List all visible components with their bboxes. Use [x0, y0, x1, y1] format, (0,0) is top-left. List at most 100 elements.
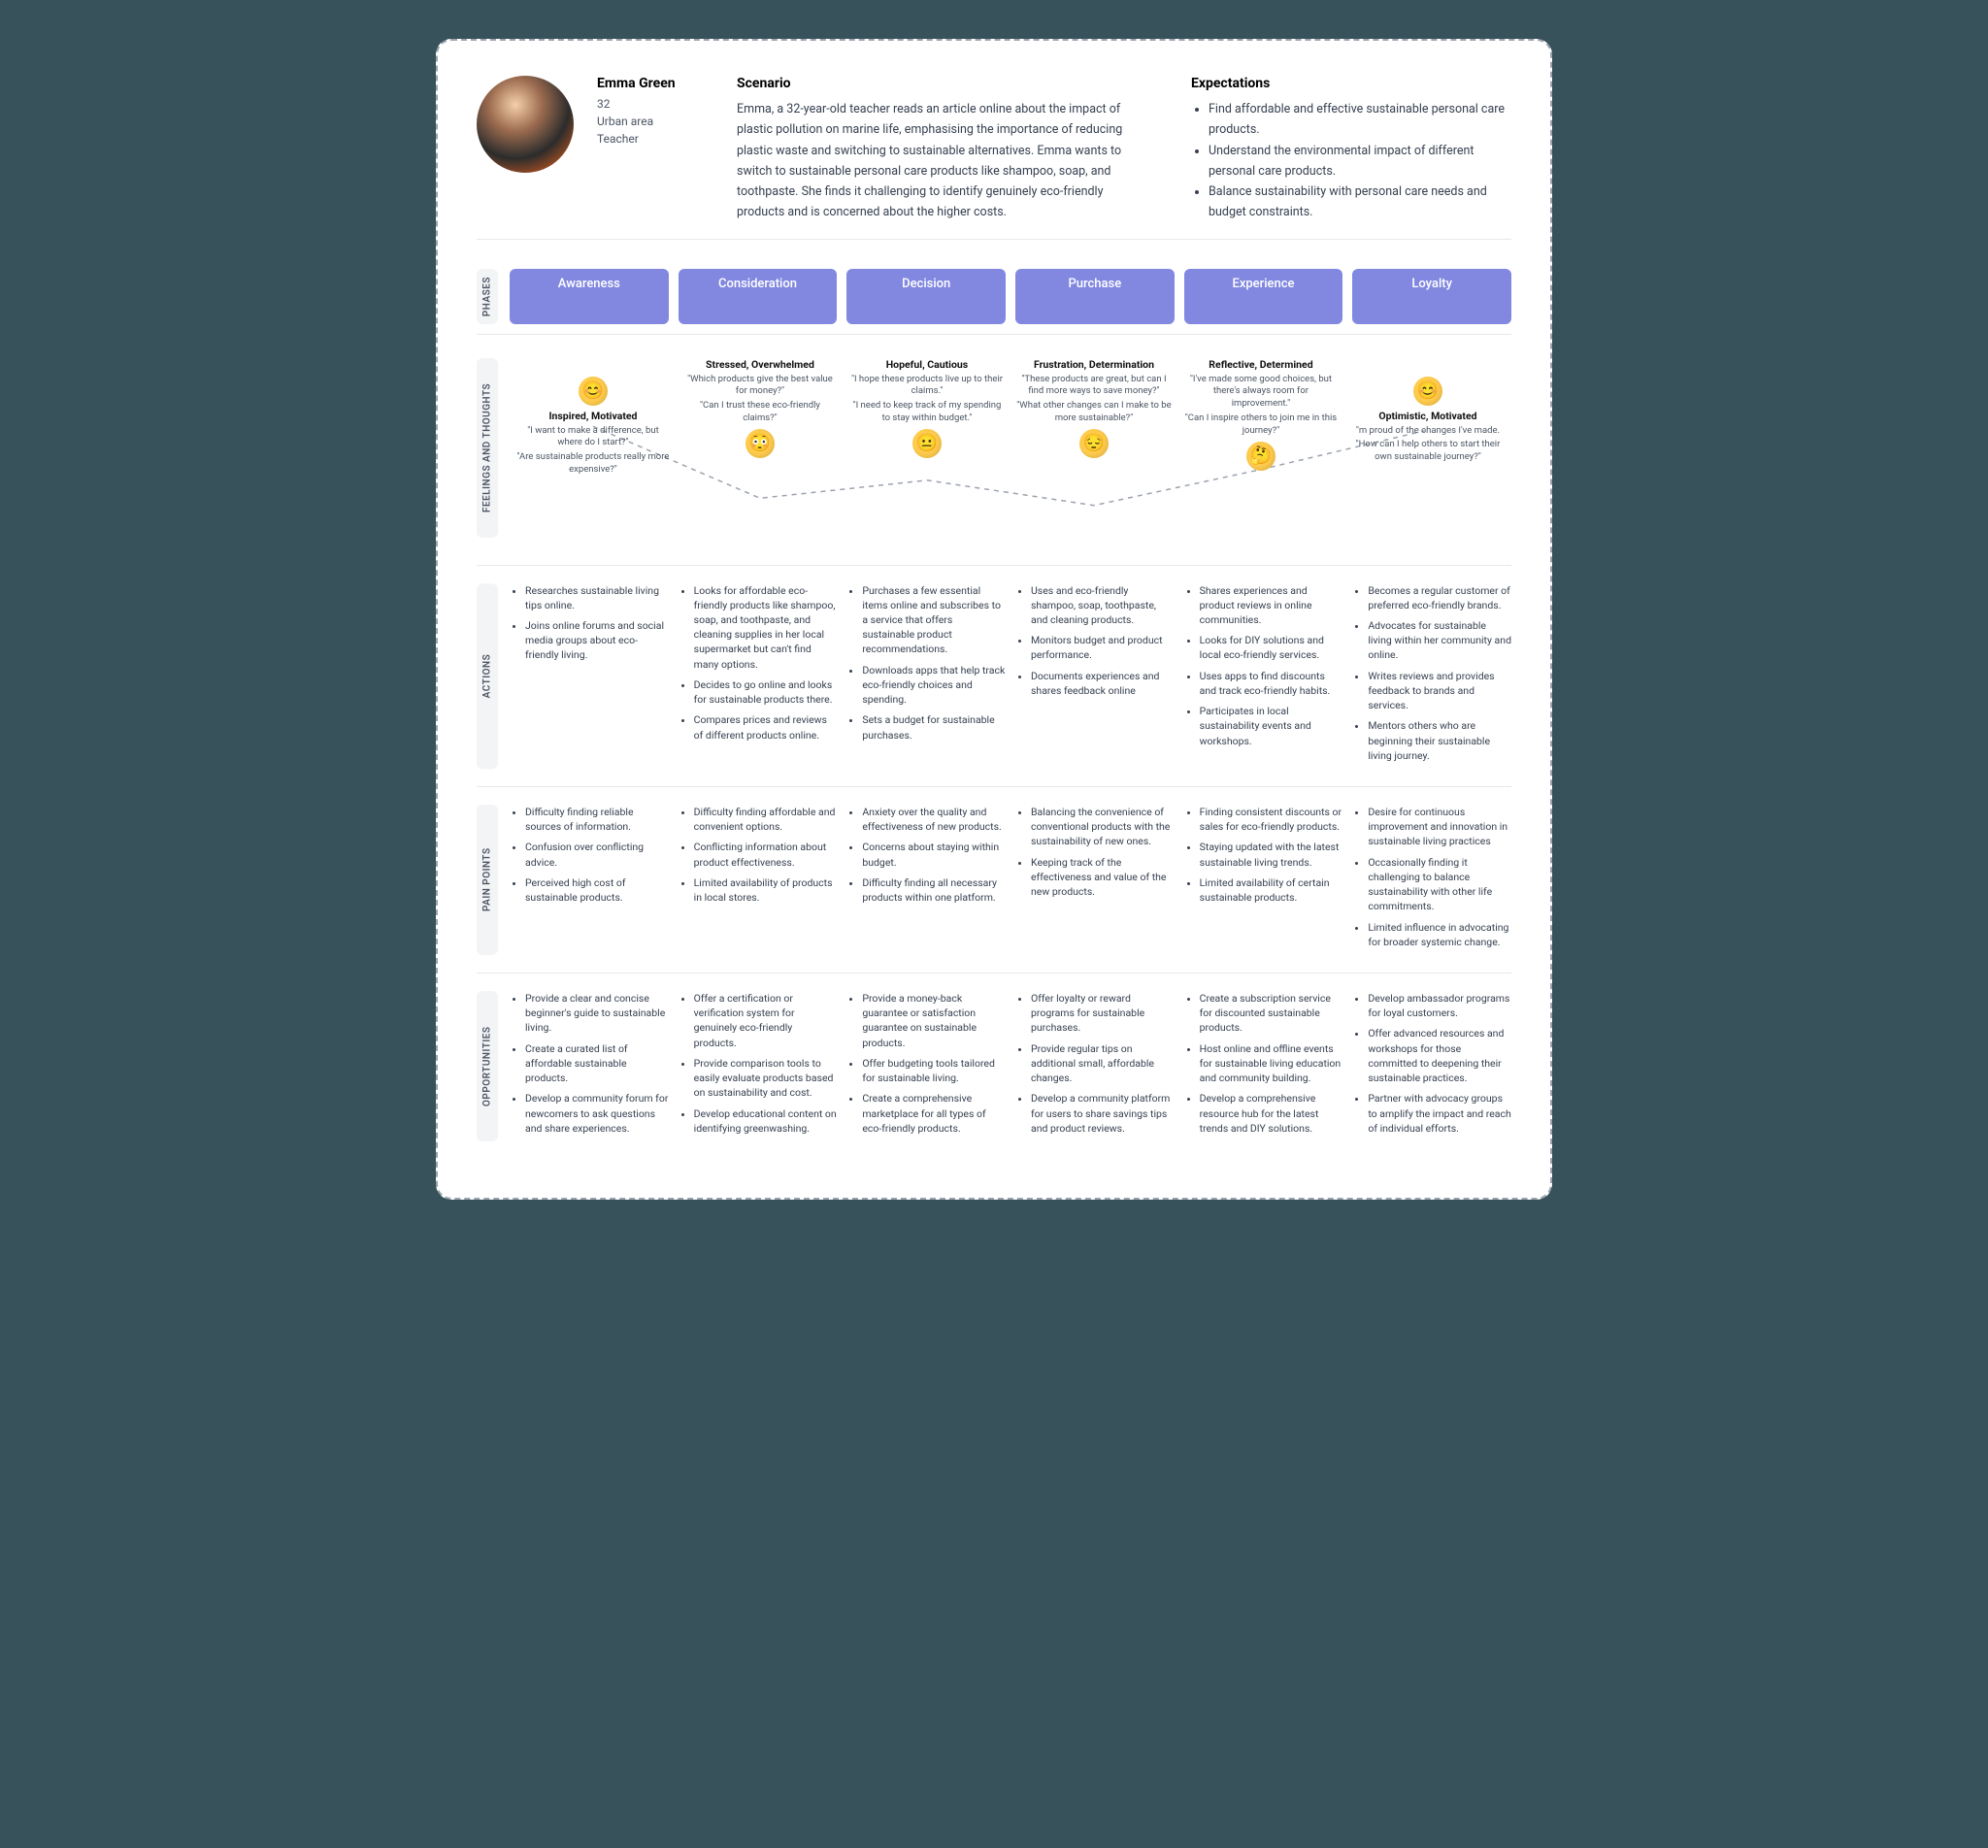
list-item: Keeping track of the effectiveness and v…: [1031, 855, 1175, 900]
feelings-row: FEELINGS AND THOUGHTS 😊Inspired, Motivat…: [477, 335, 1511, 566]
list-item: Joins online forums and social media gro…: [525, 618, 669, 663]
list-item: Difficulty finding reliable sources of i…: [525, 805, 669, 834]
emoji-icon: 😔: [1079, 429, 1109, 458]
feeling-node: Frustration, Determination"These product…: [1011, 358, 1177, 462]
emoji-icon: 😐: [912, 429, 942, 458]
expectations-list: Find affordable and effective sustainabl…: [1191, 99, 1511, 223]
grid-cell: Desire for continuous improvement and in…: [1352, 805, 1511, 955]
list-item: Anxiety over the quality and effectivene…: [862, 805, 1006, 834]
pain-row: PAIN POINTS Difficulty finding reliable …: [477, 787, 1511, 974]
list-item: Participates in local sustainability eve…: [1200, 704, 1343, 748]
grid-cell: Finding consistent discounts or sales fo…: [1184, 805, 1343, 955]
list-item: Shares experiences and product reviews i…: [1200, 583, 1343, 628]
emoji-icon: 🤔: [1246, 442, 1276, 471]
list-item: Balancing the convenience of conventiona…: [1031, 805, 1175, 849]
persona-header: Emma Green 32 Urban area Teacher Scenari…: [477, 76, 1511, 240]
list-item: Provide a clear and concise beginner's g…: [525, 991, 669, 1036]
actions-row: ACTIONS Researches sustainable living ti…: [477, 566, 1511, 787]
list-item: Downloads apps that help track eco-frien…: [862, 663, 1006, 708]
feeling-quote: "Which products give the best value for …: [677, 374, 844, 399]
list-item: Limited availability of certain sustaina…: [1200, 875, 1343, 905]
feeling-quote: "Can I trust these eco-friendly claims?": [677, 400, 844, 425]
list-item: Monitors budget and product performance.: [1031, 633, 1175, 662]
list-item: Looks for affordable eco-friendly produc…: [694, 583, 838, 672]
feeling-node: Reflective, Determined"I've made some go…: [1177, 358, 1344, 475]
list-item: Provide comparison tools to easily evalu…: [694, 1056, 838, 1101]
grid-cell: Provide a clear and concise beginner's g…: [510, 991, 669, 1141]
list-item: Purchases a few essential items online a…: [862, 583, 1006, 657]
grid-cell: Provide a money-back guarantee or satisf…: [846, 991, 1006, 1141]
feeling-quote: "I've made some good choices, but there'…: [1177, 374, 1344, 411]
expectation-item: Balance sustainability with personal car…: [1209, 182, 1511, 223]
list-item: Develop a comprehensive resource hub for…: [1200, 1091, 1343, 1136]
list-item: Writes reviews and provides feedback to …: [1368, 669, 1511, 713]
list-item: Becomes a regular customer of preferred …: [1368, 583, 1511, 612]
list-item: Provide a money-back guarantee or satisf…: [862, 991, 1006, 1050]
persona-avatar: [477, 76, 574, 173]
list-item: Occasionally finding it challenging to b…: [1368, 855, 1511, 914]
list-item: Staying updated with the latest sustaina…: [1200, 840, 1343, 869]
scenario-block: Scenario Emma, a 32-year-old teacher rea…: [737, 76, 1168, 223]
opportunities-columns: Provide a clear and concise beginner's g…: [510, 991, 1511, 1141]
actions-columns: Researches sustainable living tips onlin…: [510, 583, 1511, 769]
feeling-title: Optimistic, Motivated: [1344, 410, 1511, 422]
list-item: Perceived high cost of sustainable produ…: [525, 875, 669, 905]
row-label-pain: PAIN POINTS: [477, 805, 498, 955]
expectation-item: Find affordable and effective sustainabl…: [1209, 99, 1511, 141]
list-item: Offer advanced resources and workshops f…: [1368, 1026, 1511, 1085]
pain-columns: Difficulty finding reliable sources of i…: [510, 805, 1511, 955]
emoji-icon: 😳: [746, 429, 775, 458]
grid-cell: Researches sustainable living tips onlin…: [510, 583, 669, 769]
scenario-text: Emma, a 32-year-old teacher reads an art…: [737, 99, 1148, 223]
list-item: Create a subscription service for discou…: [1200, 991, 1343, 1036]
list-item: Develop a community forum for newcomers …: [525, 1091, 669, 1136]
feeling-quote: "I hope these products live up to their …: [844, 374, 1011, 399]
list-item: Offer loyalty or reward programs for sus…: [1031, 991, 1175, 1036]
feeling-node: 😊Inspired, Motivated"I want to make a di…: [510, 373, 677, 478]
list-item: Create a curated list of affordable sust…: [525, 1041, 669, 1086]
list-item: Offer budgeting tools tailored for susta…: [862, 1056, 1006, 1085]
list-item: Confusion over conflicting advice.: [525, 840, 669, 869]
feeling-node: Hopeful, Cautious "I hope these products …: [844, 358, 1011, 462]
list-item: Mentors others who are beginning their s…: [1368, 718, 1511, 763]
grid-cell: Develop ambassador programs for loyal cu…: [1352, 991, 1511, 1141]
list-item: Create a comprehensive marketplace for a…: [862, 1091, 1006, 1136]
opp-row: OPPORTUNITIES Provide a clear and concis…: [477, 974, 1511, 1159]
expectations-block: Expectations Find affordable and effecti…: [1191, 76, 1511, 223]
feeling-title: Hopeful, Cautious: [844, 358, 1011, 371]
phases-row: PHASES AwarenessConsiderationDecisionPur…: [477, 259, 1511, 335]
emoji-icon: 😊: [1413, 377, 1442, 406]
grid-cell: Balancing the convenience of conventiona…: [1015, 805, 1175, 955]
list-item: Documents experiences and shares feedbac…: [1031, 669, 1175, 698]
phase-pill: Experience: [1184, 269, 1343, 324]
emoji-icon: 😊: [579, 377, 608, 406]
list-item: Host online and offline events for susta…: [1200, 1041, 1343, 1086]
list-item: Finding consistent discounts or sales fo…: [1200, 805, 1343, 834]
feeling-node: Stressed, Overwhelmed "Which products giv…: [677, 358, 844, 462]
feeling-quote: "I want to make a difference, but where …: [510, 425, 677, 450]
feeling-quote: "m proud of the changes I've made.: [1344, 425, 1511, 438]
list-item: Compares prices and reviews of different…: [694, 712, 838, 742]
grid-cell: Difficulty finding affordable and conven…: [679, 805, 838, 955]
persona-name: Emma Green: [597, 76, 713, 91]
feeling-quote: "I need to keep track of my spending to …: [844, 400, 1011, 425]
list-item: Desire for continuous improvement and in…: [1368, 805, 1511, 849]
list-item: Offer a certification or verification sy…: [694, 991, 838, 1050]
list-item: Difficulty finding all necessary product…: [862, 875, 1006, 905]
list-item: Develop educational content on identifyi…: [694, 1106, 838, 1136]
list-item: Uses apps to find discounts and track ec…: [1200, 669, 1343, 698]
persona-meta: Emma Green 32 Urban area Teacher: [597, 76, 713, 223]
scenario-heading: Scenario: [737, 76, 1148, 91]
phase-columns: AwarenessConsiderationDecisionPurchaseEx…: [510, 269, 1511, 324]
grid-cell: Difficulty finding reliable sources of i…: [510, 805, 669, 955]
list-item: Conflicting information about product ef…: [694, 840, 838, 869]
phase-pill: Purchase: [1015, 269, 1175, 324]
persona-location: Urban area: [597, 115, 713, 128]
grid-cell: Offer a certification or verification sy…: [679, 991, 838, 1141]
feeling-quote: "These products are great, but can I fin…: [1011, 374, 1177, 399]
expectation-item: Understand the environmental impact of d…: [1209, 141, 1511, 182]
feeling-title: Stressed, Overwhelmed: [677, 358, 844, 371]
list-item: Partner with advocacy groups to amplify …: [1368, 1091, 1511, 1136]
list-item: Limited availability of products in loca…: [694, 875, 838, 905]
grid-cell: Shares experiences and product reviews i…: [1184, 583, 1343, 769]
